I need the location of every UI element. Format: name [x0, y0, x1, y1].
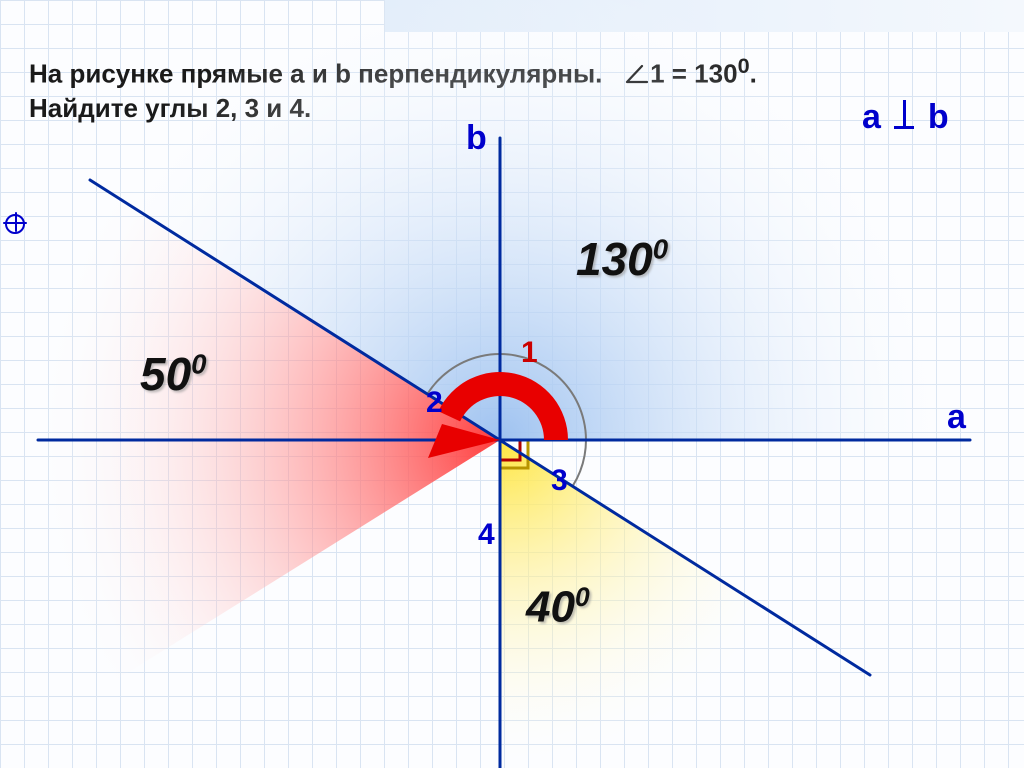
problem-angle-eq: 1 = 130 — [650, 59, 737, 89]
problem-line2: Найдите углы 2, 3 и 4. — [29, 93, 311, 123]
angle-number-1: 1 — [521, 336, 538, 370]
angle-value-40: 400 — [526, 582, 590, 633]
angle-value-130-sup: 0 — [653, 234, 668, 265]
page-root: На рисунке прямые a и b перпендикулярны.… — [0, 0, 1024, 768]
angle-value-50-sup: 0 — [191, 349, 206, 380]
problem-angle-eq-sup: 0 — [738, 53, 750, 78]
perpendicular-notation: a b — [862, 98, 951, 137]
perp-a: a — [862, 98, 883, 136]
angle-number-4: 4 — [478, 518, 495, 552]
angle-number-2: 2 — [426, 386, 443, 420]
line-label-b: b — [466, 119, 487, 158]
angle-value-50-base: 50 — [140, 348, 191, 400]
problem-line1-prefix: На рисунке прямые a и b перпендикулярны. — [29, 59, 602, 89]
margin-marker-icon — [3, 210, 27, 234]
header-band — [385, 0, 1024, 32]
perp-b: b — [928, 98, 951, 136]
angle-icon — [624, 60, 650, 93]
angle-value-40-sup: 0 — [575, 582, 590, 612]
angle-value-50: 500 — [140, 347, 207, 401]
angle-value-40-base: 40 — [526, 583, 575, 632]
line-label-a: a — [947, 398, 966, 437]
angle-number-3: 3 — [551, 464, 568, 498]
angle-value-130-base: 130 — [576, 233, 653, 285]
angle-value-130: 1300 — [576, 232, 668, 286]
